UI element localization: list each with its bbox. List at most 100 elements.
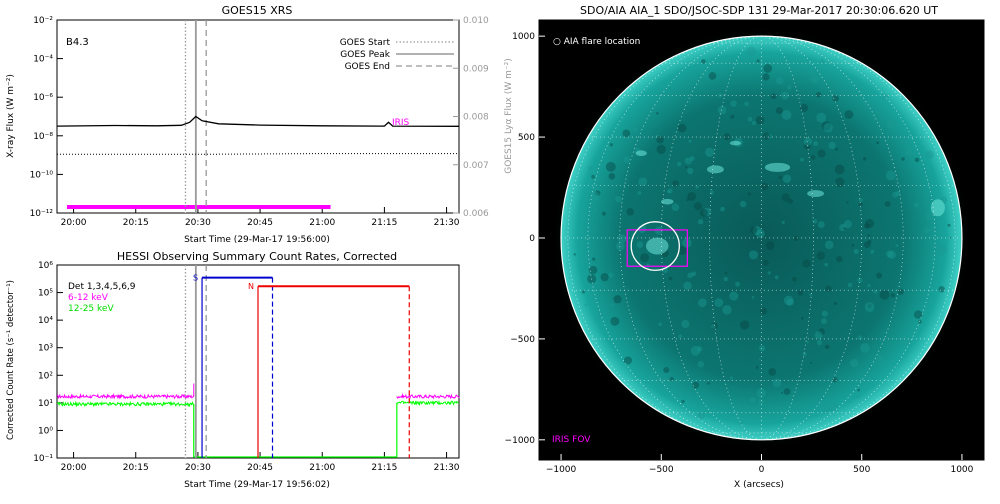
sun-texture-spot (600, 273, 609, 282)
sun-texture-spot (778, 175, 782, 180)
goes-xlabel: Start Time (29-Mar-17 19:56:00) (184, 235, 330, 245)
hessi-x-tick-label: 20:15 (123, 463, 149, 473)
sun-texture-spot (656, 111, 659, 115)
goes-x-tick-label: 21:00 (309, 218, 335, 228)
sun-texture-spot (892, 191, 899, 198)
sun-texture-spot (867, 303, 872, 309)
goes-y-tick-label: 10⁻⁶ (33, 93, 53, 103)
sun-texture-spot (593, 208, 597, 212)
sun-texture-spot (881, 93, 889, 101)
goes-legend: GOES Start GOES Peak GOES End (340, 38, 454, 72)
sun-texture-spot (895, 190, 901, 196)
sun-texture-spot (786, 298, 794, 306)
sun-texture-spot (923, 227, 930, 234)
sun-texture-spot (856, 395, 860, 399)
sun-texture-spot (895, 243, 899, 247)
sun-texture-spot (762, 259, 769, 266)
sun-texture-spot (823, 123, 833, 133)
aia-panel: SDO/AIA AIA_1 SDO/JSOC-SDP 131 29-Mar-20… (505, 4, 985, 490)
sun-texture-spot (918, 152, 922, 157)
aia-iris-fov-label: IRIS FOV (552, 435, 591, 445)
sun-texture-spot (809, 70, 815, 75)
aia-x-tick-label: −1000 (546, 465, 577, 475)
sun-texture-spot (623, 356, 632, 365)
sun-texture-spot (760, 182, 769, 191)
goes-panel: GOES15 XRS B4.3 X-ray Flux (W m⁻²) GOES1… (6, 4, 514, 245)
sun-texture-spot (739, 419, 744, 425)
hessi-x-tick-label: 20:45 (247, 463, 273, 473)
sun-texture-spot (707, 382, 710, 385)
goes-y-ticks: 10⁻² 10⁻⁴ 10⁻⁶ 10⁻⁸ 10⁻¹⁰ 10⁻¹² (30, 16, 63, 219)
sun-texture-spot (723, 276, 728, 282)
sun-texture-spot (767, 271, 771, 275)
legend-detectors: Det 1,3,4,5,6,9 (68, 282, 136, 292)
sun-texture-spot (834, 164, 845, 175)
sun-texture-spot (763, 51, 766, 55)
sun-texture-spot (671, 203, 680, 212)
sun-texture-spot (758, 398, 764, 405)
sun-texture-spot (858, 198, 863, 203)
sun-texture-spot (666, 190, 670, 193)
sun-texture-spot (772, 378, 782, 388)
sun-texture-spot (870, 249, 875, 254)
goes-y2-tick-label: 0.009 (463, 64, 489, 74)
hessi-series-12-25kev-segment (56, 400, 195, 408)
sun-texture-spot (879, 289, 890, 300)
hessi-x-tick-label: 21:00 (309, 463, 335, 473)
goes-plot-frame (56, 19, 460, 214)
sun-texture-spot (710, 323, 716, 329)
sun-texture-spot (623, 156, 631, 163)
sun-texture-spot (608, 272, 614, 278)
sun-texture-spot (775, 106, 783, 115)
sun-texture-spot (864, 302, 875, 313)
sun-active-region (661, 198, 674, 205)
sun-texture-spot (812, 219, 818, 224)
sun-texture-spot (717, 105, 727, 115)
goes-y-tick-label: 10⁻⁴ (33, 55, 53, 65)
sun-grid (561, 35, 962, 441)
goes-ylabel: X-ray Flux (W m⁻²) (6, 74, 16, 158)
sun-texture-spot (765, 241, 775, 250)
sun-texture-spot (747, 192, 752, 196)
goes-xray-series (56, 115, 460, 127)
sun-active-region (729, 140, 742, 146)
sun-texture-spot (913, 202, 919, 208)
hessi-y-tick-label: 10² (38, 371, 53, 381)
aia-y-tick-label: 1000 (512, 32, 535, 42)
hessi-y-ticks: 10⁶ 10⁵ 10⁴ 10³ 10² 10¹ 10⁰ 10⁻¹ (33, 261, 63, 464)
hessi-xlabel: Start Time (29-Mar-17 19:56:02) (184, 480, 330, 490)
goes-x-tick-label: 20:15 (123, 218, 149, 228)
sun-texture-spot (584, 303, 588, 307)
sun-texture-spot (696, 346, 703, 352)
aia-y-tick-label: 500 (518, 133, 535, 143)
sun-texture-spot (691, 271, 697, 277)
sun-texture-spot (688, 139, 692, 143)
sun-texture-spot (835, 147, 839, 151)
sun-texture-spot (616, 242, 625, 251)
goes-x-tick-label: 21:15 (371, 218, 397, 228)
aia-y-tick-label: −1000 (505, 436, 536, 446)
iris-fov-box (626, 229, 688, 267)
sun-active-region (930, 199, 945, 217)
sun-texture-spot (864, 218, 875, 229)
sun-texture-spot (669, 376, 674, 382)
goes-y-tick-label: 10⁻¹⁰ (30, 170, 54, 180)
goes-annotation: B4.3 (66, 37, 89, 48)
goes-y2-tick-label: 0.008 (463, 113, 489, 123)
hessi-panel: HESSI Observing Summary Count Rates, Cor… (6, 250, 460, 490)
hessi-flag-n-label: N (248, 282, 254, 291)
sun-texture-spot (613, 295, 622, 304)
goes-y2label: GOES15 Lyα Flux (W m⁻²) (504, 58, 514, 174)
aia-x-ticks: −1000 −500 0 500 1000 (546, 454, 974, 475)
sun-grid-longitude (619, 35, 762, 441)
sun-texture-spot (672, 180, 679, 187)
sun-texture-spot (787, 85, 792, 90)
aia-x-tick-label: 1000 (950, 465, 973, 475)
sun-texture-spot (730, 114, 735, 119)
sun-texture-spot (608, 172, 616, 180)
sun-texture-spot (668, 276, 673, 281)
goes-lya-series (57, 153, 459, 155)
sun-grid-longitude (761, 35, 904, 441)
sun-texture-spot (876, 141, 880, 145)
sun-texture-spot (768, 368, 777, 376)
